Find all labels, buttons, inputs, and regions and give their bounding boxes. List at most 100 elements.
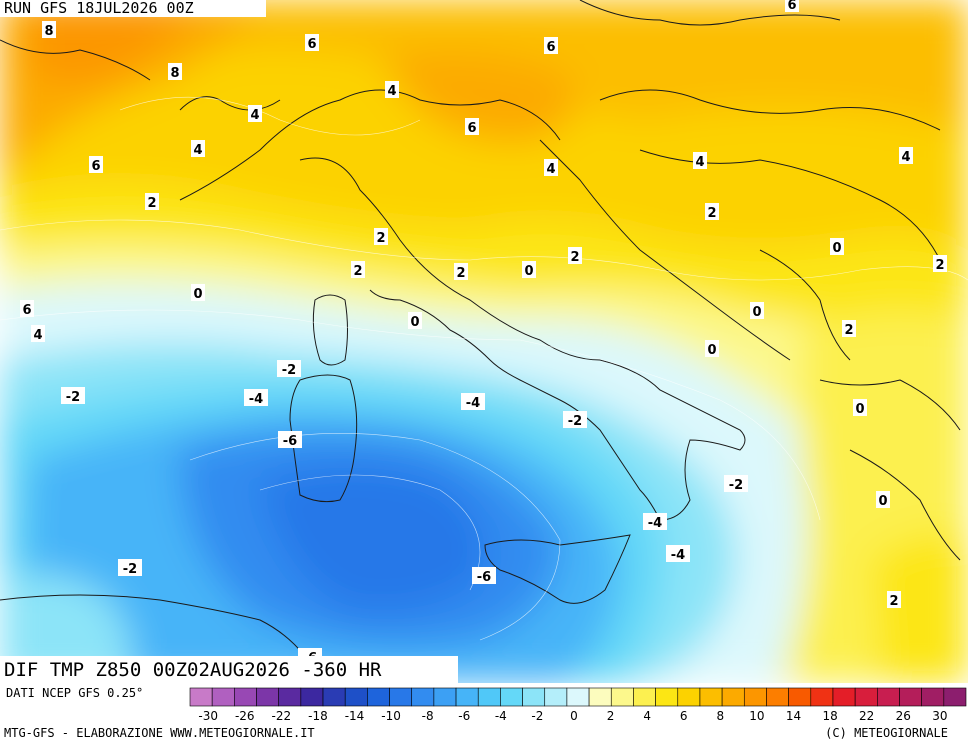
contour-label: 0 [832, 241, 841, 256]
contour-label-bg [666, 545, 690, 562]
contour-label-bg [145, 193, 159, 210]
legend-swatch [588, 687, 612, 707]
legend-tick-label: 30 [932, 709, 947, 723]
contour-label-bg [522, 261, 536, 278]
legend-swatch [433, 687, 457, 707]
contour-label: 2 [570, 250, 579, 265]
contour-label: 2 [147, 196, 156, 211]
contour-label-bg [191, 140, 205, 157]
contour-label: 4 [695, 155, 704, 170]
contour-label-bg [385, 81, 399, 98]
contour-label-bg [544, 159, 558, 176]
legend-tick-label: -30 [198, 709, 218, 723]
contour-label: -2 [282, 363, 296, 378]
contour-label: 4 [250, 108, 259, 123]
legend-tick-label: -18 [308, 709, 328, 723]
contour-label-bg [20, 300, 34, 317]
contour-label: -2 [729, 478, 743, 493]
contour-label: 6 [467, 121, 476, 136]
contour-label: -4 [648, 516, 662, 531]
contour-label: 2 [456, 266, 465, 281]
contour-label: 4 [546, 162, 555, 177]
contour-label-bg [351, 261, 365, 278]
legend-tick-label: -4 [495, 709, 507, 723]
contour-label-bg [887, 591, 901, 608]
contour-label: -2 [568, 414, 582, 429]
contour-label-bg [118, 559, 142, 576]
contour-label: 2 [376, 231, 385, 246]
contour-label-bg [42, 21, 56, 38]
contour-label-bg [705, 203, 719, 220]
contour-label-bg [408, 312, 422, 329]
contour-label-bg [693, 152, 707, 169]
legend-tick-label: -8 [422, 709, 434, 723]
contour-label: 0 [410, 315, 419, 330]
legend-swatch [899, 687, 922, 707]
contour-label: 2 [844, 323, 853, 338]
legend-swatch [721, 687, 745, 707]
contour-label-bg [724, 475, 748, 492]
contour-label-bg [643, 513, 667, 530]
contour-label: -2 [123, 562, 137, 577]
contour-label-bg [31, 325, 45, 342]
contour-label: 4 [33, 328, 42, 343]
legend-swatch [921, 687, 945, 707]
legend-swatch [943, 687, 967, 707]
contour-label-bg [61, 387, 85, 404]
contour-label: 0 [524, 264, 533, 279]
contour-label-bg [563, 411, 587, 428]
run-label: RUN GFS 18JUL2026 00Z [0, 0, 266, 17]
legend-tick-label: 4 [643, 709, 651, 723]
contour-label: 6 [546, 40, 555, 55]
legend-swatch [566, 687, 590, 707]
legend-tick-label: 14 [786, 709, 801, 723]
contour-label: 4 [387, 84, 396, 99]
legend-tick-label: 2 [607, 709, 615, 723]
contour-label-bg [750, 302, 764, 319]
color-legend: -30 -26 -22 -18 -14 -10 -8 -6 -4 -2 0 2 4 6 8 10 14 18 22 2… [189, 687, 967, 723]
contour-label: 0 [193, 287, 202, 302]
legend-tick-label: -10 [381, 709, 401, 723]
legend-tick-label: 8 [717, 709, 725, 723]
contour-label: 0 [752, 305, 761, 320]
contour-label-bg [277, 360, 301, 377]
legend-swatch [788, 687, 812, 707]
contour-label: 2 [707, 206, 716, 221]
contour-label-bg [568, 247, 582, 264]
map-title: DIF TMP Z850 00Z02AUG2026 -360 HR [0, 656, 458, 684]
contour-label: 6 [787, 0, 796, 13]
contour-label-bg [168, 63, 182, 80]
contour-label: -4 [671, 548, 685, 563]
contour-label-bg [933, 255, 947, 272]
legend-swatch [189, 687, 213, 707]
legend-tick-label: -26 [235, 709, 255, 723]
contour-label-bg [785, 0, 799, 12]
legend-swatch [455, 687, 479, 707]
contour-label-bg [899, 147, 913, 164]
legend-swatch [677, 687, 701, 707]
contour-label: 0 [855, 402, 864, 417]
contour-label: 6 [91, 159, 100, 174]
legend-tick-label: 0 [570, 709, 578, 723]
legend-swatch [344, 687, 368, 707]
contour-label-bg [544, 37, 558, 54]
weather-map [0, 0, 968, 683]
contour-label-bg [705, 340, 719, 357]
legend-swatch [278, 687, 302, 707]
legend-tick-label: 6 [680, 709, 688, 723]
contour-label: 2 [889, 594, 898, 609]
legend-tick-label: 26 [896, 709, 911, 723]
contour-label-bg [472, 567, 496, 584]
contour-label-bg [853, 399, 867, 416]
contour-label: -4 [249, 392, 263, 407]
contour-label-bg [278, 431, 302, 448]
legend-swatch [699, 687, 723, 707]
legend-swatch [256, 687, 279, 707]
legend-swatch [322, 687, 346, 707]
contour-label: 0 [878, 494, 887, 509]
footer-copyright: (C) METEOGIORNALE [825, 726, 948, 740]
contour-label: 0 [707, 343, 716, 358]
legend-swatch [877, 687, 900, 707]
contour-label-bg [465, 118, 479, 135]
